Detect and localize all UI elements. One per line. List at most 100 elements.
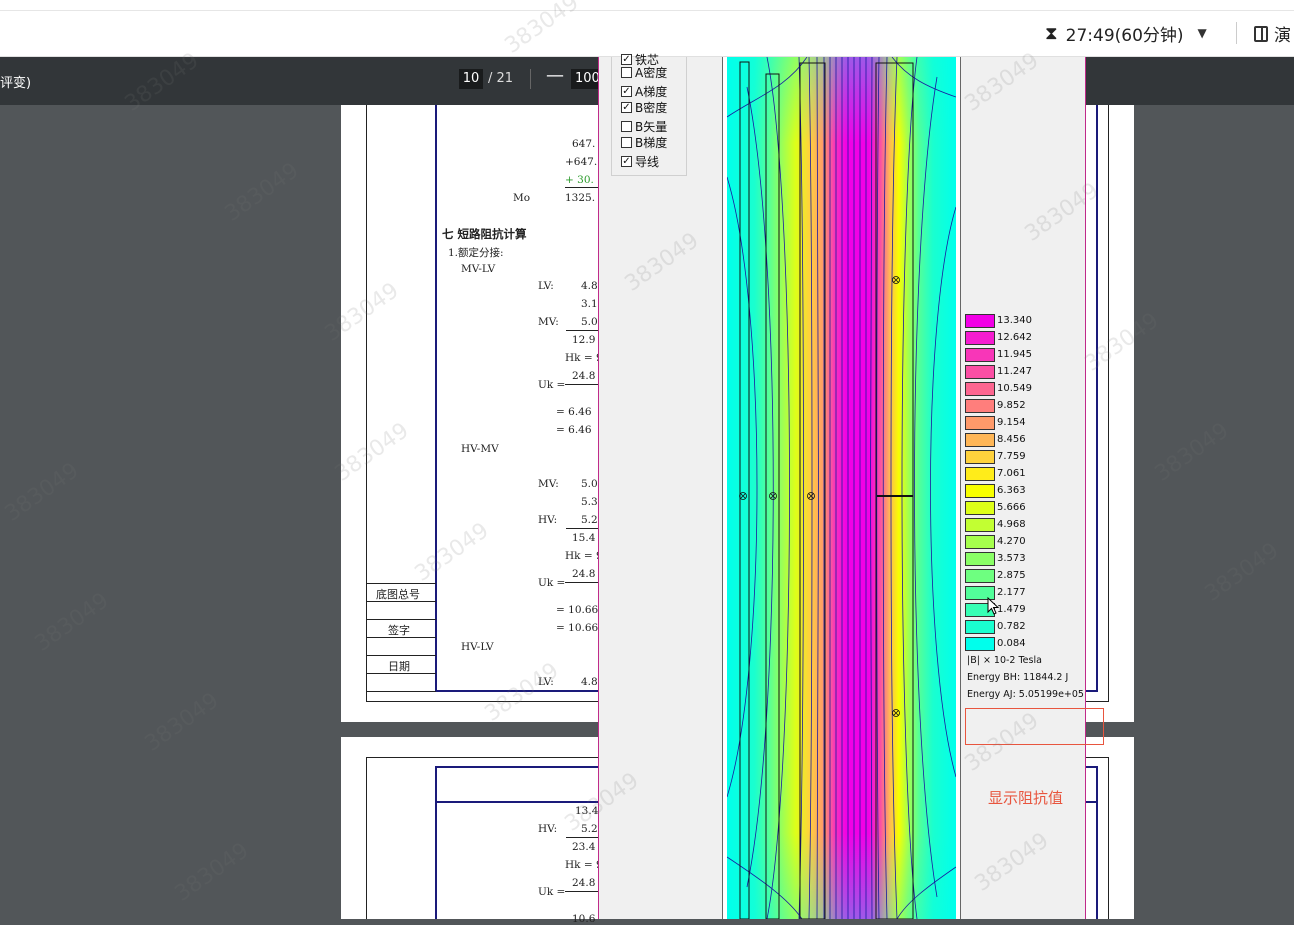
calc-value: 24.8 <box>572 370 596 382</box>
calc-value: 4.8 <box>581 676 598 688</box>
legend-row: 10.549 <box>965 380 1032 397</box>
divider <box>0 10 1294 11</box>
calc-value: 24.8 <box>572 568 596 580</box>
legend-value: 2.177 <box>997 587 1026 598</box>
legend-value: 2.875 <box>997 570 1026 581</box>
checkbox-a-gradient[interactable]: ✓ A梯度 <box>621 84 668 99</box>
legend-row: 2.875 <box>965 567 1026 584</box>
checkbox-conductor[interactable]: ✓ 导线 <box>621 154 660 169</box>
fraction-line <box>565 582 599 583</box>
present-label: 演 <box>1274 26 1291 46</box>
legend-value: 12.642 <box>997 332 1032 343</box>
legend-value: 8.456 <box>997 434 1026 445</box>
checkbox-b-vector[interactable]: B矢量 <box>621 118 667 134</box>
border-line <box>435 105 437 692</box>
display-options-group: ✓ 铁芯 A密度 ✓ A梯度 ✓ B密度 B矢量 B梯度 ✓ 导线 <box>611 53 687 176</box>
calc-value: 5.2 <box>581 514 598 526</box>
legend-row: 8.456 <box>965 431 1026 448</box>
border-line <box>1096 105 1098 692</box>
calc-line: +647. <box>565 156 598 168</box>
frame-line <box>1108 105 1109 702</box>
legend-value: 13.340 <box>997 315 1032 326</box>
calc-value: 10.6 <box>572 913 596 925</box>
legend-swatch <box>965 466 995 481</box>
fraction-line <box>565 384 599 385</box>
calc-value: 13.4 <box>575 805 599 817</box>
checkbox-b-density[interactable]: ✓ B密度 <box>621 100 668 115</box>
calc-line: 647. <box>572 138 596 150</box>
calc-label: Mo <box>513 192 531 204</box>
calc-label: HV: <box>538 514 558 526</box>
section-title: 七 短路阻抗计算 <box>442 227 527 241</box>
calc-value: 3.1 <box>581 298 598 310</box>
legend-row: 7.061 <box>965 465 1026 482</box>
legend-value: 0.782 <box>997 621 1026 632</box>
checkbox-a-density[interactable]: A密度 <box>621 64 667 80</box>
impedance-annotation-label: 显示阻抗值 <box>988 789 1064 807</box>
zoom-out-button[interactable]: — <box>546 65 564 86</box>
watermark-text: 383049 <box>0 458 84 527</box>
legend-swatch <box>965 432 995 447</box>
legend-row: 0.782 <box>965 618 1026 635</box>
fraction-line <box>565 187 599 188</box>
field-simulation-window: ✓ 铁芯 A密度 ✓ A梯度 ✓ B密度 B矢量 B梯度 ✓ 导线 <box>598 53 1086 919</box>
frame-line <box>366 583 436 584</box>
frame-line <box>366 757 367 919</box>
calc-label: Uk = <box>538 886 566 898</box>
calc-result: = 10.66 <box>556 622 599 634</box>
impedance-highlight-box <box>965 708 1104 745</box>
legend-value: 3.573 <box>997 553 1026 564</box>
top-bar: ⧗ 27:49(60分钟) ▼ 演 <box>0 0 1294 57</box>
frame-line <box>366 601 436 602</box>
chevron-down-icon[interactable]: ▼ <box>1197 26 1207 40</box>
checkbox-b-gradient[interactable]: B梯度 <box>621 134 667 150</box>
energy-bh: Energy BH: 11844.2 J <box>967 672 1069 683</box>
calc-label: Uk = <box>538 577 566 589</box>
watermark-text: 383049 <box>140 688 224 757</box>
fraction-line <box>566 837 599 838</box>
calc-line: + 30. <box>565 174 594 186</box>
legend-value: 11.247 <box>997 366 1032 377</box>
frame-line <box>366 637 436 638</box>
border-line <box>435 766 437 919</box>
title-block-date: 日期 <box>388 660 410 673</box>
slides-icon <box>1254 25 1268 42</box>
calc-line: Hk = 9 <box>565 352 603 364</box>
exam-timer[interactable]: ⧗ 27:49(60分钟) ▼ <box>1045 20 1207 46</box>
legend-value: 5.666 <box>997 502 1026 513</box>
legend-value: 0.084 <box>997 638 1026 649</box>
legend-value: 6.363 <box>997 485 1026 496</box>
calc-value: 1325. <box>565 192 596 204</box>
zoom-input[interactable]: 100 <box>571 69 601 89</box>
checkbox-icon: ✓ <box>621 155 632 167</box>
legend-swatch <box>965 381 995 396</box>
checkbox-core[interactable]: ✓ 铁芯 <box>621 52 660 67</box>
fraction-line <box>565 891 599 892</box>
legend-value: 11.945 <box>997 349 1032 360</box>
calc-value: 5.2 <box>581 823 598 835</box>
legend-row: 2.177 <box>965 584 1026 601</box>
legend-swatch <box>965 483 995 498</box>
calc-heading: MV-LV <box>461 263 496 275</box>
checkbox-icon <box>621 120 632 132</box>
watermark-text: 383049 <box>1200 538 1284 607</box>
frame-line <box>366 655 436 656</box>
frame-line <box>366 691 436 692</box>
legend-row: 7.759 <box>965 448 1026 465</box>
legend-swatch <box>965 398 995 413</box>
legend-swatch <box>965 500 995 515</box>
legend-value: 4.968 <box>997 519 1026 530</box>
legend-swatch <box>965 330 995 345</box>
fraction-line <box>566 528 599 529</box>
legend-swatch <box>965 551 995 566</box>
watermark-text: 383049 <box>170 838 254 907</box>
calc-line: Hk = 9 <box>565 550 603 562</box>
present-button[interactable]: 演 <box>1254 21 1291 46</box>
legend-value: 4.270 <box>997 536 1026 547</box>
legend-row: 3.573 <box>965 550 1026 567</box>
timer-text: 27:49(60分钟) <box>1065 25 1184 46</box>
calc-line: 1.额定分接: <box>448 247 504 259</box>
page-number-input[interactable]: 10 <box>459 69 483 89</box>
legend-unit: |B| × 10-2 Tesla <box>967 655 1042 666</box>
watermark-text: 383049 <box>220 158 304 227</box>
